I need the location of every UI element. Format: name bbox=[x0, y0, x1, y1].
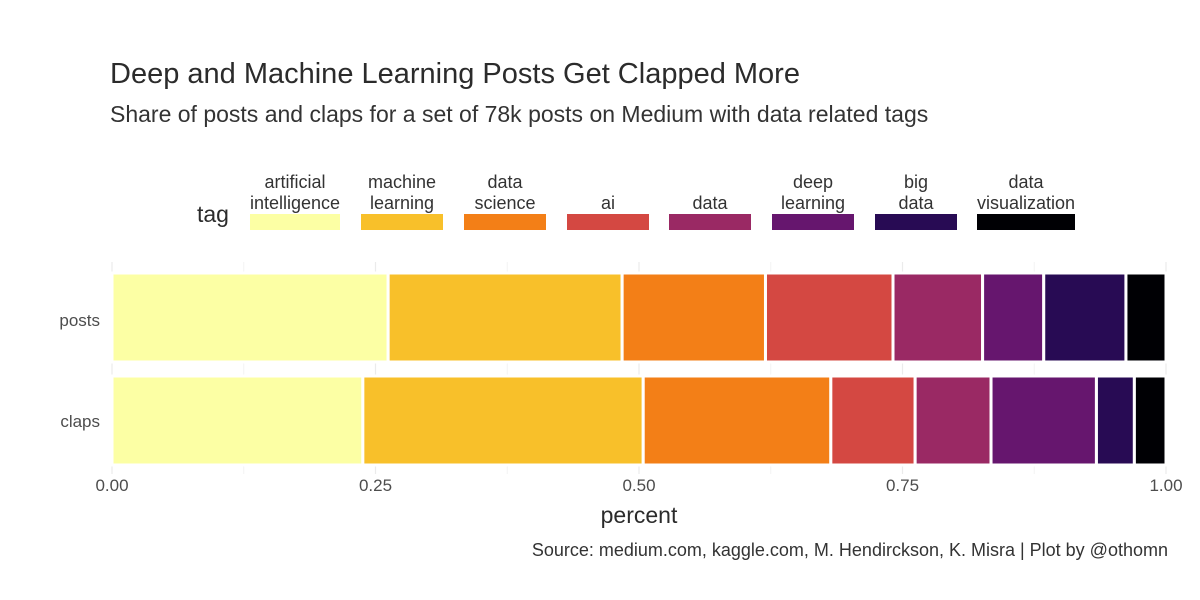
legend-swatch bbox=[567, 214, 649, 230]
bar-segment bbox=[110, 271, 390, 364]
legend-label: data bbox=[692, 193, 728, 213]
legend-swatch bbox=[250, 214, 340, 230]
x-tick-label: 0.50 bbox=[622, 476, 655, 495]
legend: tag artificial intelligence machine learn… bbox=[0, 0, 1200, 260]
chart-subtitle: Share of posts and claps for a set of 78… bbox=[110, 101, 929, 127]
legend-label: machine learning bbox=[367, 172, 437, 213]
legend-item: data bbox=[669, 158, 751, 230]
legend-swatch bbox=[669, 214, 751, 230]
y-tick-label: claps bbox=[60, 412, 100, 431]
bar-segment bbox=[913, 374, 993, 467]
legend-item: data science bbox=[464, 158, 546, 230]
bar-segment bbox=[981, 271, 1046, 364]
caption: Source: medium.com, kaggle.com, M. Hendi… bbox=[531, 540, 1168, 560]
legend-item: ai bbox=[567, 158, 649, 230]
bar-segment bbox=[1042, 271, 1128, 364]
y-tick-label: posts bbox=[59, 311, 100, 330]
legend-label: data science bbox=[474, 172, 536, 213]
legend-swatch bbox=[772, 214, 854, 230]
bar-segment bbox=[891, 271, 985, 364]
bar-segment bbox=[620, 271, 767, 364]
legend-label: deep learning bbox=[780, 172, 846, 213]
legend-swatch bbox=[977, 214, 1075, 230]
bar-segment bbox=[989, 374, 1098, 467]
legend-label: big data bbox=[898, 172, 934, 213]
bar-segment bbox=[829, 374, 917, 467]
legend-item: deep learning bbox=[772, 158, 854, 230]
bar-segment bbox=[1132, 374, 1168, 467]
legend-title: tag bbox=[197, 201, 229, 227]
legend-item: machine learning bbox=[361, 158, 443, 230]
bar-segment bbox=[641, 374, 833, 467]
chart-title: Deep and Machine Learning Posts Get Clap… bbox=[110, 58, 800, 90]
legend-item: big data bbox=[875, 158, 957, 230]
legend-label: artificial intelligence bbox=[249, 172, 341, 213]
bar-segment bbox=[1124, 271, 1168, 364]
bar-segment bbox=[386, 271, 624, 364]
legend-label: ai bbox=[600, 193, 616, 213]
legend-swatch bbox=[464, 214, 546, 230]
bar-segment bbox=[763, 271, 895, 364]
x-tick-label: 0.75 bbox=[886, 476, 919, 495]
legend-label: data visualization bbox=[976, 172, 1076, 213]
legend-swatch bbox=[875, 214, 957, 230]
legend-swatch bbox=[361, 214, 443, 230]
legend-item: artificial intelligence bbox=[250, 158, 340, 230]
bar-segment bbox=[361, 374, 645, 467]
bar-segment bbox=[110, 374, 365, 467]
x-tick-label: 0.25 bbox=[359, 476, 392, 495]
legend-item: data visualization bbox=[977, 158, 1075, 230]
x-tick-label: 0.00 bbox=[95, 476, 128, 495]
x-axis-title: percent bbox=[601, 502, 678, 528]
bar-segment bbox=[1094, 374, 1136, 467]
x-tick-label: 1.00 bbox=[1149, 476, 1182, 495]
